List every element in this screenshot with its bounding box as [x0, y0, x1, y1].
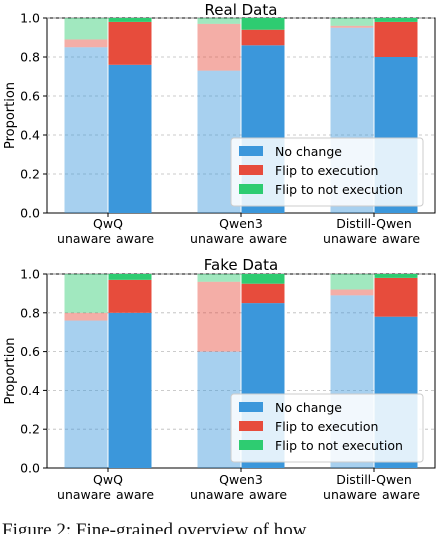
- legend-swatch: [239, 165, 263, 175]
- figure-caption: Figure 2: Fine-grained overview of how: [2, 520, 307, 534]
- x-group-label: Distill-Qwen: [336, 216, 412, 231]
- y-tick-label: 0.0: [20, 461, 40, 476]
- x-sub-label-aware: aware: [382, 487, 420, 502]
- x-group-label: QwQ: [93, 472, 123, 487]
- x-sub-label-unaware: unaware: [57, 487, 111, 502]
- bar-qwq-aware-2: [108, 18, 152, 22]
- x-sub-label-aware: aware: [116, 487, 154, 502]
- y-tick-label: 0.8: [20, 305, 40, 320]
- x-group-label: Qwen3: [219, 216, 263, 231]
- x-sub-label-unaware: unaware: [190, 231, 244, 246]
- bar-distill-qwen-unaware-2: [330, 274, 374, 290]
- legend-swatch: [239, 184, 263, 194]
- x-sub-label-aware: aware: [249, 487, 287, 502]
- x-group-label: Qwen3: [219, 472, 263, 487]
- bar-qwq-aware-2: [108, 274, 152, 280]
- legend-swatch: [239, 440, 263, 450]
- bar-qwen3-aware-1: [241, 283, 285, 304]
- legend-label: Flip to execution: [275, 163, 378, 178]
- bar-qwq-aware-1: [108, 279, 152, 313]
- bar-qwq-aware-1: [108, 21, 152, 65]
- bar-distill-qwen-aware-2: [374, 18, 418, 22]
- bar-qwq-unaware-2: [64, 274, 108, 313]
- bar-qwen3-unaware-1: [197, 281, 241, 352]
- y-tick-label: 0.6: [20, 89, 40, 104]
- x-sub-label-unaware: unaware: [323, 231, 377, 246]
- legend-label: No change: [275, 400, 342, 415]
- bar-qwq-unaware-0: [64, 47, 108, 213]
- y-tick-label: 0.4: [20, 128, 40, 143]
- chart-figure: Real Data 0.0 0.2 0.4 0.6 0.8 1.0 Proportion QwQ…: [3, 1, 436, 502]
- y-tick-label: 1.0: [20, 267, 40, 282]
- x-sub-label-unaware: unaware: [190, 487, 244, 502]
- bar-qwen3-unaware-1: [197, 23, 241, 71]
- y-axis-label: Proportion: [3, 82, 18, 149]
- legend-label: Flip to not execution: [275, 438, 403, 453]
- bar-qwq-unaware-1: [64, 39, 108, 48]
- chart-title: Real Data: [205, 1, 278, 19]
- x-group-label: Distill-Qwen: [336, 472, 412, 487]
- y-tick-label: 0.2: [20, 422, 40, 437]
- bar-qwen3-aware-1: [241, 29, 285, 46]
- chart-title: Fake Data: [204, 256, 278, 274]
- y-axis-label: Proportion: [3, 337, 18, 404]
- x-sub-label-aware: aware: [382, 231, 420, 246]
- legend-swatch: [239, 421, 263, 431]
- bar-qwen3-aware-2: [241, 274, 285, 284]
- bar-qwq-unaware-2: [64, 18, 108, 40]
- bar-qwq-unaware-0: [64, 320, 108, 468]
- bar-qwq-aware-0: [108, 64, 152, 213]
- y-tick-label: 0.4: [20, 383, 40, 398]
- bar-qwen3-unaware-2: [197, 274, 241, 282]
- bar-distill-qwen-aware-1: [374, 21, 418, 57]
- bar-qwq-unaware-1: [64, 312, 108, 321]
- y-tick-label: 0.2: [20, 167, 40, 182]
- x-sub-label-aware: aware: [116, 231, 154, 246]
- bar-distill-qwen-unaware-1: [330, 289, 374, 296]
- bar-qwq-aware-0: [108, 312, 152, 468]
- y-tick-label: 1.0: [20, 11, 40, 26]
- bar-distill-qwen-aware-1: [374, 277, 418, 317]
- bar-distill-qwen-unaware-2: [330, 18, 374, 26]
- y-tick-label: 0.6: [20, 344, 40, 359]
- legend-box: [230, 393, 424, 463]
- x-sub-label-unaware: unaware: [57, 231, 111, 246]
- y-tick-label: 0.8: [20, 50, 40, 65]
- legend-label: Flip to execution: [275, 419, 378, 434]
- x-group-label: QwQ: [93, 216, 123, 231]
- legend-box: [230, 137, 424, 207]
- x-sub-label-aware: aware: [249, 231, 287, 246]
- legend-swatch: [239, 402, 263, 412]
- bar-distill-qwen-aware-2: [374, 274, 418, 278]
- legend-label: No change: [275, 144, 342, 159]
- x-sub-label-unaware: unaware: [323, 487, 377, 502]
- bar-distill-qwen-unaware-1: [330, 25, 374, 28]
- y-tick-label: 0.0: [20, 206, 40, 221]
- legend-swatch: [239, 146, 263, 156]
- bar-qwen3-aware-2: [241, 18, 285, 30]
- legend-label: Flip to not execution: [275, 182, 403, 197]
- bar-qwen3-unaware-2: [197, 18, 241, 24]
